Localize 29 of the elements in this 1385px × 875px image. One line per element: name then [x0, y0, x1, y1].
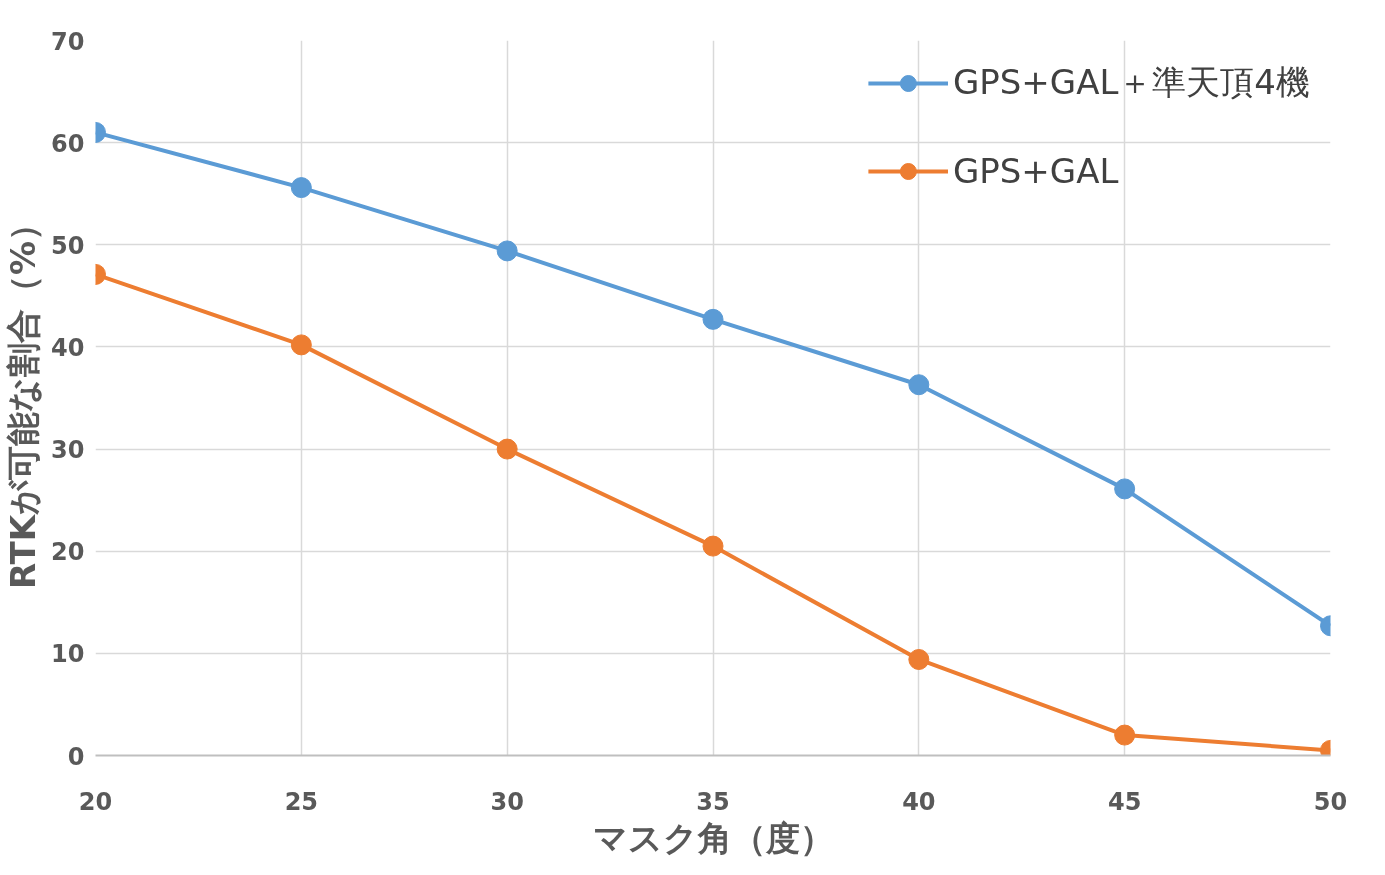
x-tick-label: 50: [1313, 787, 1348, 816]
point: [496, 438, 518, 460]
point: [908, 649, 930, 670]
y-tick-label: 60: [51, 129, 85, 158]
x-tick-label: 40: [902, 787, 936, 816]
x-tick-label: 30: [490, 787, 524, 816]
y-axis-title: RTKが可能な割合（%）: [3, 206, 44, 590]
point: [1114, 724, 1136, 746]
y-tick-label: 30: [51, 436, 85, 465]
point: [702, 308, 724, 330]
point: [702, 535, 724, 557]
point: [290, 334, 312, 356]
x-tick-label: 20: [78, 787, 113, 816]
point: [1114, 478, 1136, 500]
y-tick-label: 0: [67, 742, 85, 771]
x-tick-label: 25: [284, 787, 319, 816]
point: [290, 177, 312, 199]
point: [908, 374, 930, 396]
y-tick-label: 70: [51, 27, 85, 56]
legend-label: GPS+GAL＋準天頂4機: [952, 61, 1310, 104]
x-tick-label: 45: [1107, 787, 1142, 816]
y-tick-label: 10: [51, 640, 85, 669]
y-tick-label: 20: [51, 538, 85, 567]
y-tick-label: 40: [51, 333, 85, 362]
x-tick-label: 35: [696, 787, 730, 816]
legend-label: GPS+GAL: [952, 151, 1119, 191]
y-tick-label: 50: [51, 231, 85, 260]
point: [496, 240, 518, 262]
x-axis-title: マスク角（度）: [592, 817, 834, 858]
